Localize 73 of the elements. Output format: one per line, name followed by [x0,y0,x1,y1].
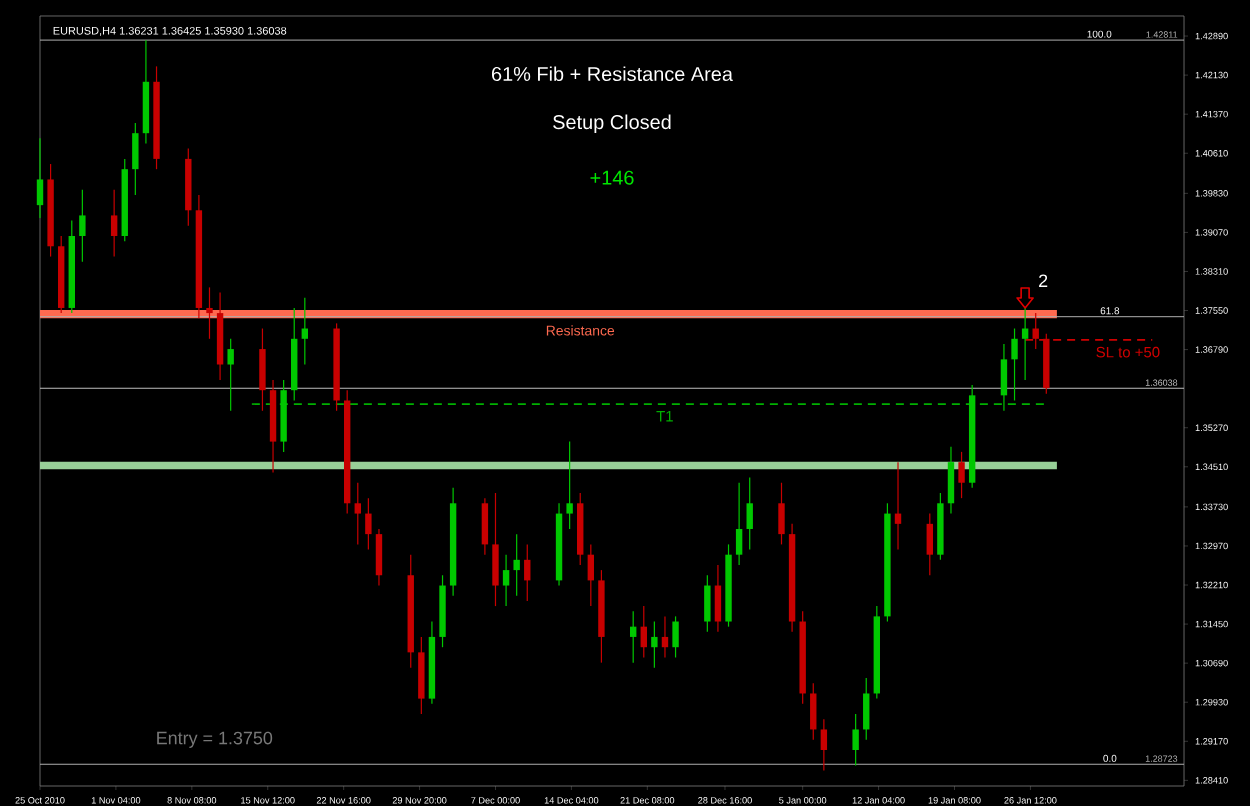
candlestick [894,461,902,551]
candlestick [725,543,732,628]
candlestick [259,327,266,412]
candlestick [1011,327,1018,402]
candlestick [185,148,192,227]
candlestick [958,451,965,499]
candlestick [375,528,383,587]
text: 61% Fib + Resistance Area [492,66,733,82]
candlestick [863,677,870,741]
candlestick [47,163,54,258]
candlestick [132,122,139,196]
candlestick [153,65,160,170]
candlestick [852,713,859,767]
candlestick [640,605,647,659]
candlestick [704,574,711,633]
candlestick [577,492,584,566]
candlestick [651,620,658,669]
candlestick [333,322,340,412]
candlestick [439,574,446,648]
candlestick [291,307,298,402]
candlestick [354,482,361,546]
candlestick [121,158,128,242]
candlestick [873,605,881,700]
candlestick [428,620,436,705]
annotation: +146 [590,170,634,185]
candlestick [492,492,499,607]
text: Setup Closed [553,114,671,134]
candlestick [524,543,531,602]
candlestick [820,718,828,772]
candlestick [280,379,287,453]
candlestick [57,235,65,314]
candlestick [735,482,743,566]
candlestick [555,502,563,587]
candlestick [418,636,425,715]
candlestick [301,297,309,366]
candlestick [206,286,213,340]
candlestick [884,502,891,623]
candlestick [110,189,118,258]
candlestick [449,487,457,597]
candlestick [778,482,785,546]
candlestick [269,379,277,474]
candlestick [343,389,351,515]
candlestick [216,291,224,381]
candlestick [502,554,510,607]
candlestick [1000,343,1008,412]
candlestick [195,194,203,319]
candlestick [661,615,669,659]
candlestick [714,564,722,633]
annotation: 2 [1039,274,1048,287]
candlestick [630,610,637,664]
candlestick [937,492,944,561]
candlestick [227,338,234,412]
candlestick [587,543,595,607]
annotation: Entry = 1.3750 [157,731,273,748]
candlestick [746,476,753,551]
candlestick [513,533,520,597]
candlestick [810,682,817,741]
candlestick [68,219,75,314]
candlestick [799,610,806,705]
candlestick [598,569,605,664]
candlestick [968,384,976,489]
candlestick [947,446,955,515]
candlestick [36,137,44,219]
candlestick [142,39,150,145]
candlestick [788,523,796,633]
candlestick [407,554,414,669]
candlestick [365,497,372,551]
candlestick [79,189,86,263]
candlestick [926,512,933,576]
candlestick [481,497,489,556]
candlestick [566,441,573,530]
candlestick [672,615,679,659]
candlestick [1021,307,1029,381]
